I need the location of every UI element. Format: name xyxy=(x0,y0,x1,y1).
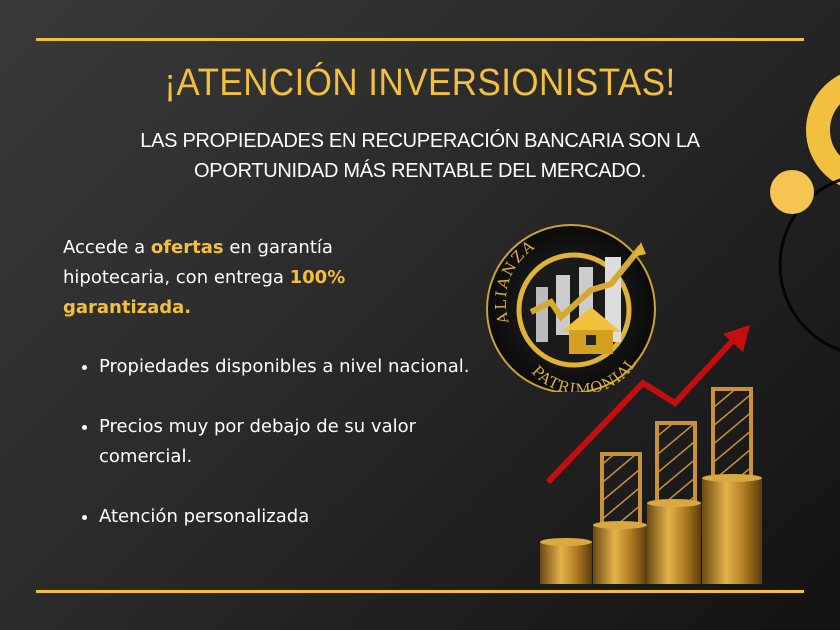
top-divider xyxy=(36,38,804,41)
gold-ring xyxy=(806,74,840,186)
coin-stacks xyxy=(540,474,762,584)
highlight-ofertas: ofertas xyxy=(150,237,224,258)
intro-text: Accede a ofertas en garantía hipotecaria… xyxy=(63,233,443,323)
bottom-divider xyxy=(36,590,804,593)
list-item: Precios muy por debajo de su valor comer… xyxy=(99,412,499,472)
gold-dot xyxy=(770,170,814,214)
list-item: Propiedades disponibles a nivel nacional… xyxy=(99,352,499,382)
black-arc xyxy=(778,178,840,352)
growth-illustration xyxy=(540,325,762,584)
alianza-patrimonial-logo: ALIANZA PATRIMONIAL xyxy=(486,224,656,392)
subtitle-line-2: OPORTUNIDAD MÁS RENTABLE DEL MERCADO. xyxy=(194,160,646,182)
subtitle: LAS PROPIEDADES EN RECUPERACIÓN BANCARIA… xyxy=(0,126,840,186)
subtitle-line-1: LAS PROPIEDADES EN RECUPERACIÓN BANCARIA… xyxy=(140,130,700,152)
benefit-list: Propiedades disponibles a nivel nacional… xyxy=(63,352,499,562)
list-item: Atención personalizada xyxy=(99,502,499,532)
red-trend-arrow xyxy=(545,332,741,485)
page-title: ¡ATENCIÓN INVERSIONISTAS! xyxy=(164,62,676,104)
arrow-head xyxy=(723,325,750,352)
highlight-garantizada: 100% garantizada. xyxy=(63,267,346,318)
intro-part: en garantía hipotecaria, con entrega xyxy=(63,237,333,288)
intro-part: Accede a xyxy=(63,237,151,258)
hatched-bars xyxy=(600,387,753,528)
